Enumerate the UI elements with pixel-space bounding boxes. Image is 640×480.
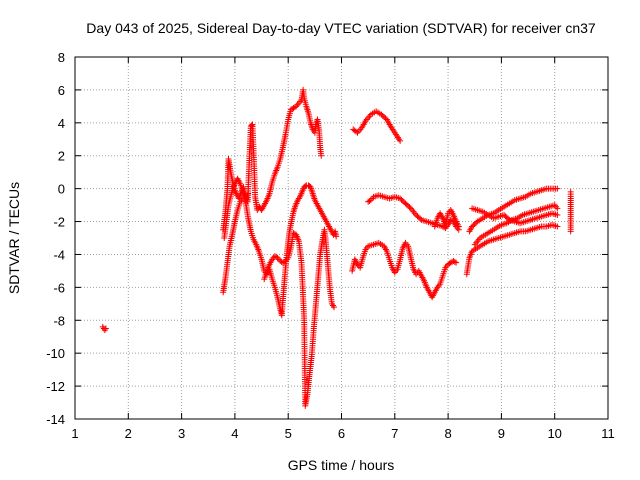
y-tick-label: 0 bbox=[58, 182, 65, 197]
x-tick-label: 5 bbox=[285, 426, 292, 441]
y-tick-label: -14 bbox=[46, 412, 65, 427]
series-track-j bbox=[463, 221, 561, 278]
data-point bbox=[331, 304, 338, 311]
data-point bbox=[554, 211, 561, 218]
x-axis-label: GPS time / hours bbox=[288, 457, 395, 473]
data-point bbox=[567, 228, 574, 235]
y-tick-label: -6 bbox=[53, 280, 65, 295]
series-track-g bbox=[349, 239, 460, 301]
x-tick-label: 4 bbox=[231, 426, 238, 441]
data-point bbox=[453, 259, 460, 266]
data-point bbox=[417, 215, 424, 222]
data-points bbox=[99, 86, 574, 409]
data-point bbox=[102, 325, 109, 332]
data-point bbox=[353, 128, 360, 135]
x-tick-label: 3 bbox=[178, 426, 185, 441]
y-tick-label: 8 bbox=[58, 50, 65, 65]
series-track-i bbox=[431, 207, 462, 230]
data-point bbox=[318, 152, 325, 159]
axis-ticks: 1 2 3 4 5 6 7 8 9 10 11 -14 -12 -10 -8 -6 -4 -2 0 2 4 6 8 bbox=[46, 50, 615, 441]
x-tick-label: 7 bbox=[391, 426, 398, 441]
chart-title: Day 043 of 2025, Sidereal Day-to-day VTE… bbox=[86, 20, 596, 36]
data-point bbox=[451, 258, 458, 265]
y-tick-label: 4 bbox=[58, 116, 65, 131]
data-point bbox=[554, 223, 561, 230]
y-tick-label: -2 bbox=[53, 215, 65, 230]
x-tick-label: 8 bbox=[444, 426, 451, 441]
data-point bbox=[245, 190, 252, 197]
y-tick-label: -4 bbox=[53, 247, 65, 262]
data-point bbox=[406, 204, 413, 211]
data-point bbox=[248, 122, 255, 129]
series-track-b bbox=[220, 182, 340, 319]
data-point bbox=[554, 205, 561, 212]
series-track-m bbox=[469, 205, 561, 227]
y-tick-label: -10 bbox=[46, 346, 65, 361]
x-tick-label: 1 bbox=[71, 426, 78, 441]
x-tick-label: 2 bbox=[125, 426, 132, 441]
data-point bbox=[505, 215, 512, 222]
x-tick-label: 10 bbox=[547, 426, 561, 441]
y-axis-label: SDTVAR / TECUs bbox=[6, 182, 22, 294]
series-track-d bbox=[221, 175, 252, 241]
y-tick-label: -8 bbox=[53, 313, 65, 328]
series-track-a bbox=[99, 323, 109, 334]
y-tick-label: -12 bbox=[46, 379, 65, 394]
data-point bbox=[333, 233, 340, 240]
series-track-k bbox=[466, 185, 561, 235]
data-point bbox=[473, 219, 480, 226]
series-track-f bbox=[350, 108, 404, 144]
series-track-n bbox=[567, 188, 574, 235]
x-tick-label: 11 bbox=[601, 426, 615, 441]
data-point bbox=[397, 137, 404, 144]
data-point bbox=[455, 223, 462, 230]
y-tick-label: 6 bbox=[58, 83, 65, 98]
data-point bbox=[554, 185, 561, 192]
x-tick-label: 6 bbox=[338, 426, 345, 441]
y-tick-label: 2 bbox=[58, 149, 65, 164]
x-tick-label: 9 bbox=[498, 426, 505, 441]
series-track-l bbox=[471, 202, 561, 248]
series-track-e bbox=[261, 226, 338, 409]
